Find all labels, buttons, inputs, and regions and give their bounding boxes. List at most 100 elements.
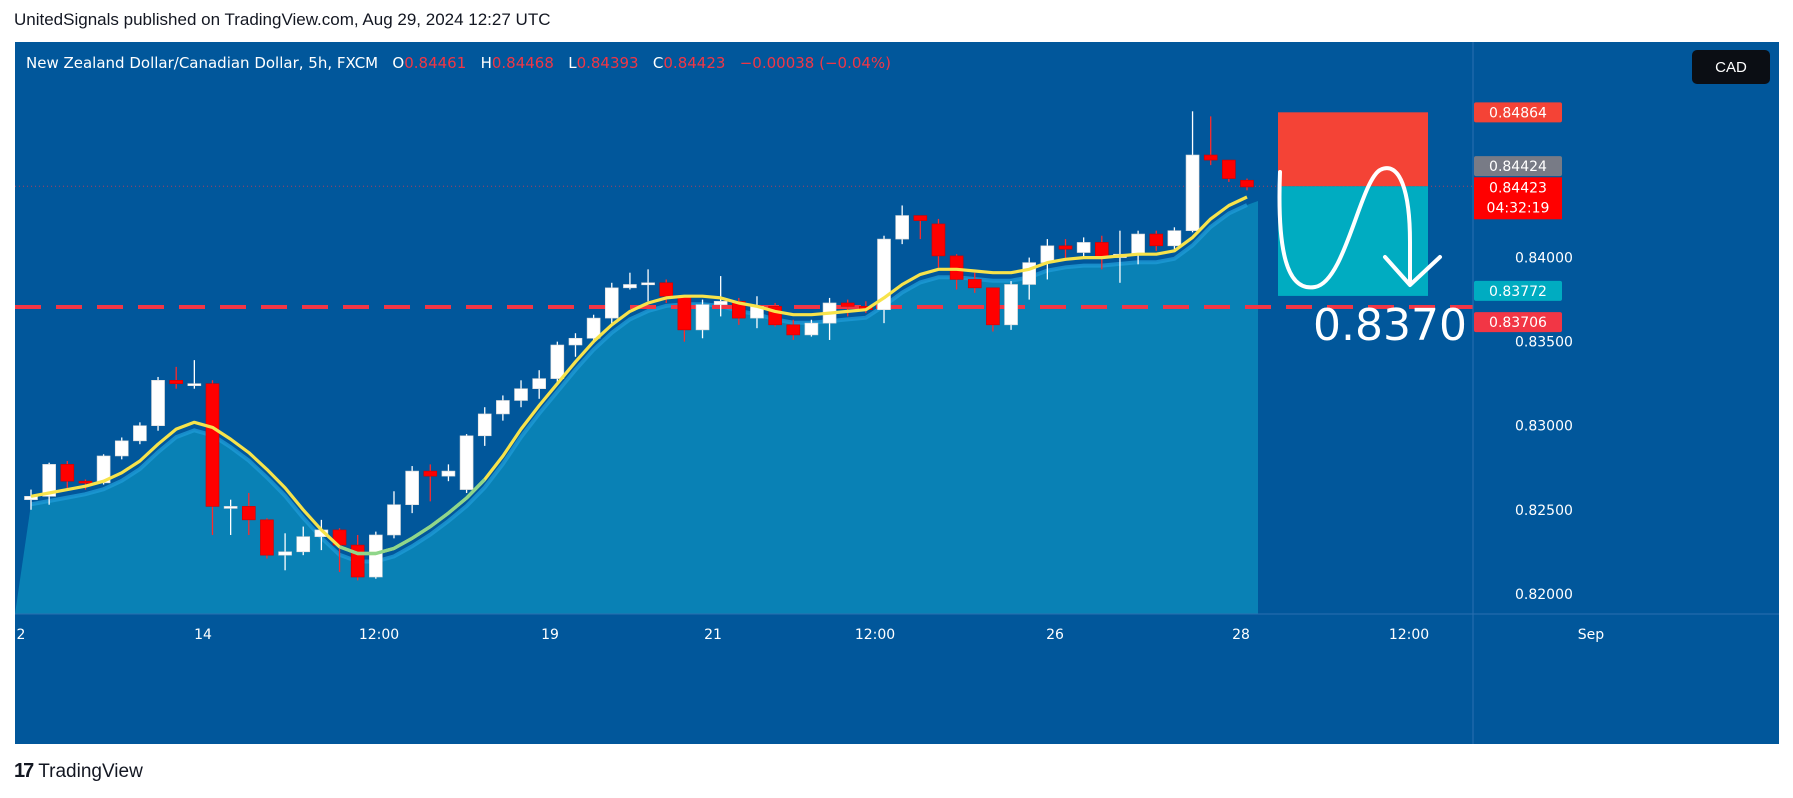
candle-body [1095, 242, 1109, 258]
y-tick-label: 0.82500 [1515, 503, 1573, 519]
candle-body [695, 304, 710, 331]
low-label: L [568, 54, 577, 72]
x-tick-label: 26 [1046, 627, 1064, 643]
level-price-label-bg [1474, 312, 1562, 333]
candle-body [1004, 284, 1018, 326]
candle-body [786, 324, 801, 336]
symbol-name[interactable]: New Zealand Dollar/Canadian Dollar, 5h, … [26, 54, 379, 72]
candle-body [949, 255, 964, 280]
candle-body [78, 480, 93, 484]
x-tick-label: 19 [541, 627, 559, 643]
candle-body [1131, 233, 1145, 255]
tradingview-logo[interactable]: 17 TradingView [14, 760, 143, 783]
candle-body [296, 536, 311, 553]
x-tick-label: 12:00 [855, 627, 895, 643]
ma-area-fill [15, 201, 1258, 614]
chart-frame[interactable]: 0.8370 0.82000 0.82500 0.83000 0.83500 0.8400… [15, 42, 1779, 744]
candle-body [96, 455, 111, 484]
stop-price-label-bg [1474, 102, 1562, 123]
candle-body [387, 504, 401, 536]
x-tick-label: 28 [1232, 627, 1250, 643]
y-tick-label: 0.83500 [1515, 335, 1573, 351]
price-chart[interactable]: 0.8370 0.82000 0.82500 0.83000 0.83500 0.8400… [15, 42, 1779, 744]
entry-price-label-bg [1474, 156, 1562, 177]
moving-average-low-segment [338, 478, 486, 556]
entry-price-label: 0.84424 [1474, 156, 1562, 177]
candle-body [241, 506, 256, 521]
candle-body [1240, 179, 1254, 188]
currency-badge[interactable]: CAD [1692, 50, 1770, 84]
candle-body [169, 380, 183, 384]
swing-arrow-head [1383, 255, 1442, 287]
x-tick-label: 14 [194, 627, 212, 643]
x-tick-label: 12:00 [1389, 627, 1429, 643]
candle-body [1149, 233, 1164, 247]
current-price-text: 0.84423 [1489, 180, 1547, 196]
candle-body [732, 300, 746, 319]
candle-body [350, 544, 365, 578]
target-price-label-bg [1474, 280, 1562, 301]
candle-body [840, 302, 855, 307]
close-label: C [652, 54, 664, 72]
candle-body [931, 223, 946, 257]
candle-body [550, 344, 565, 379]
candle-body [459, 435, 474, 490]
moving-average-line [30, 195, 1248, 556]
candle-body [532, 378, 546, 390]
candle-body [641, 282, 655, 286]
candle-body [659, 282, 674, 297]
high-label: H [480, 54, 492, 72]
y-tick-label: 0.83000 [1515, 419, 1573, 435]
y-tick-label: 0.84000 [1515, 251, 1573, 267]
candle-body [1076, 242, 1091, 253]
candle-body [804, 322, 819, 336]
candle-body [187, 383, 202, 386]
swing-arrow-path [1277, 166, 1412, 290]
candle-body [1222, 159, 1236, 179]
low-value: 0.84393 [576, 54, 639, 72]
ma-lower-band [30, 203, 1248, 564]
high-value: 0.84468 [491, 54, 554, 72]
candle-body [1203, 154, 1218, 161]
candle-body [114, 440, 129, 457]
candle-body [42, 464, 56, 497]
stop-price-label: 0.84864 [1474, 102, 1562, 123]
candle-body [913, 215, 928, 221]
candle-body [278, 551, 292, 556]
candle-body [60, 464, 75, 482]
candle-body [877, 238, 891, 310]
candle-body [1058, 245, 1073, 250]
target-annotation: 0.8370 [1313, 300, 1467, 351]
candle-body [423, 470, 438, 477]
candle-body [514, 388, 528, 401]
candle-body [205, 383, 220, 507]
candle-body [604, 287, 619, 319]
x-tick-label: 2 [17, 627, 26, 643]
candle-body [1022, 262, 1037, 285]
publish-line: UnitedSignals published on TradingView.c… [14, 10, 551, 29]
candle-body [895, 215, 909, 240]
y-tick-label: 0.82000 [1515, 587, 1573, 603]
candle-body [151, 380, 165, 426]
tradingview-brand: TradingView [38, 760, 143, 782]
ohlc-legend: New Zealand Dollar/Canadian Dollar, 5h, … [26, 54, 891, 72]
candle-body [1040, 245, 1055, 263]
current-price-bg [1474, 177, 1562, 220]
candle-body [477, 413, 492, 437]
candle-body [441, 470, 456, 477]
x-tick-label: 21 [704, 627, 722, 643]
entry-price-label-text: 0.84424 [1489, 159, 1547, 175]
tradingview-logo-icon: 17 [14, 760, 34, 782]
change-value: −0.00038 (−0.04%) [739, 54, 892, 72]
current-price-label: 0.84423 04:32:19 [1474, 177, 1562, 220]
candle-body [623, 284, 637, 289]
candle-body [1185, 154, 1200, 231]
candle-body [133, 425, 147, 442]
open-label: O [392, 54, 405, 72]
target-price-label-text: 0.83772 [1489, 284, 1547, 300]
level-price-label: 0.83706 [1474, 312, 1562, 333]
level-price-label-text: 0.83706 [1489, 315, 1547, 331]
candle-body [260, 519, 274, 556]
candle-body [677, 295, 692, 331]
candle-body [586, 317, 601, 339]
